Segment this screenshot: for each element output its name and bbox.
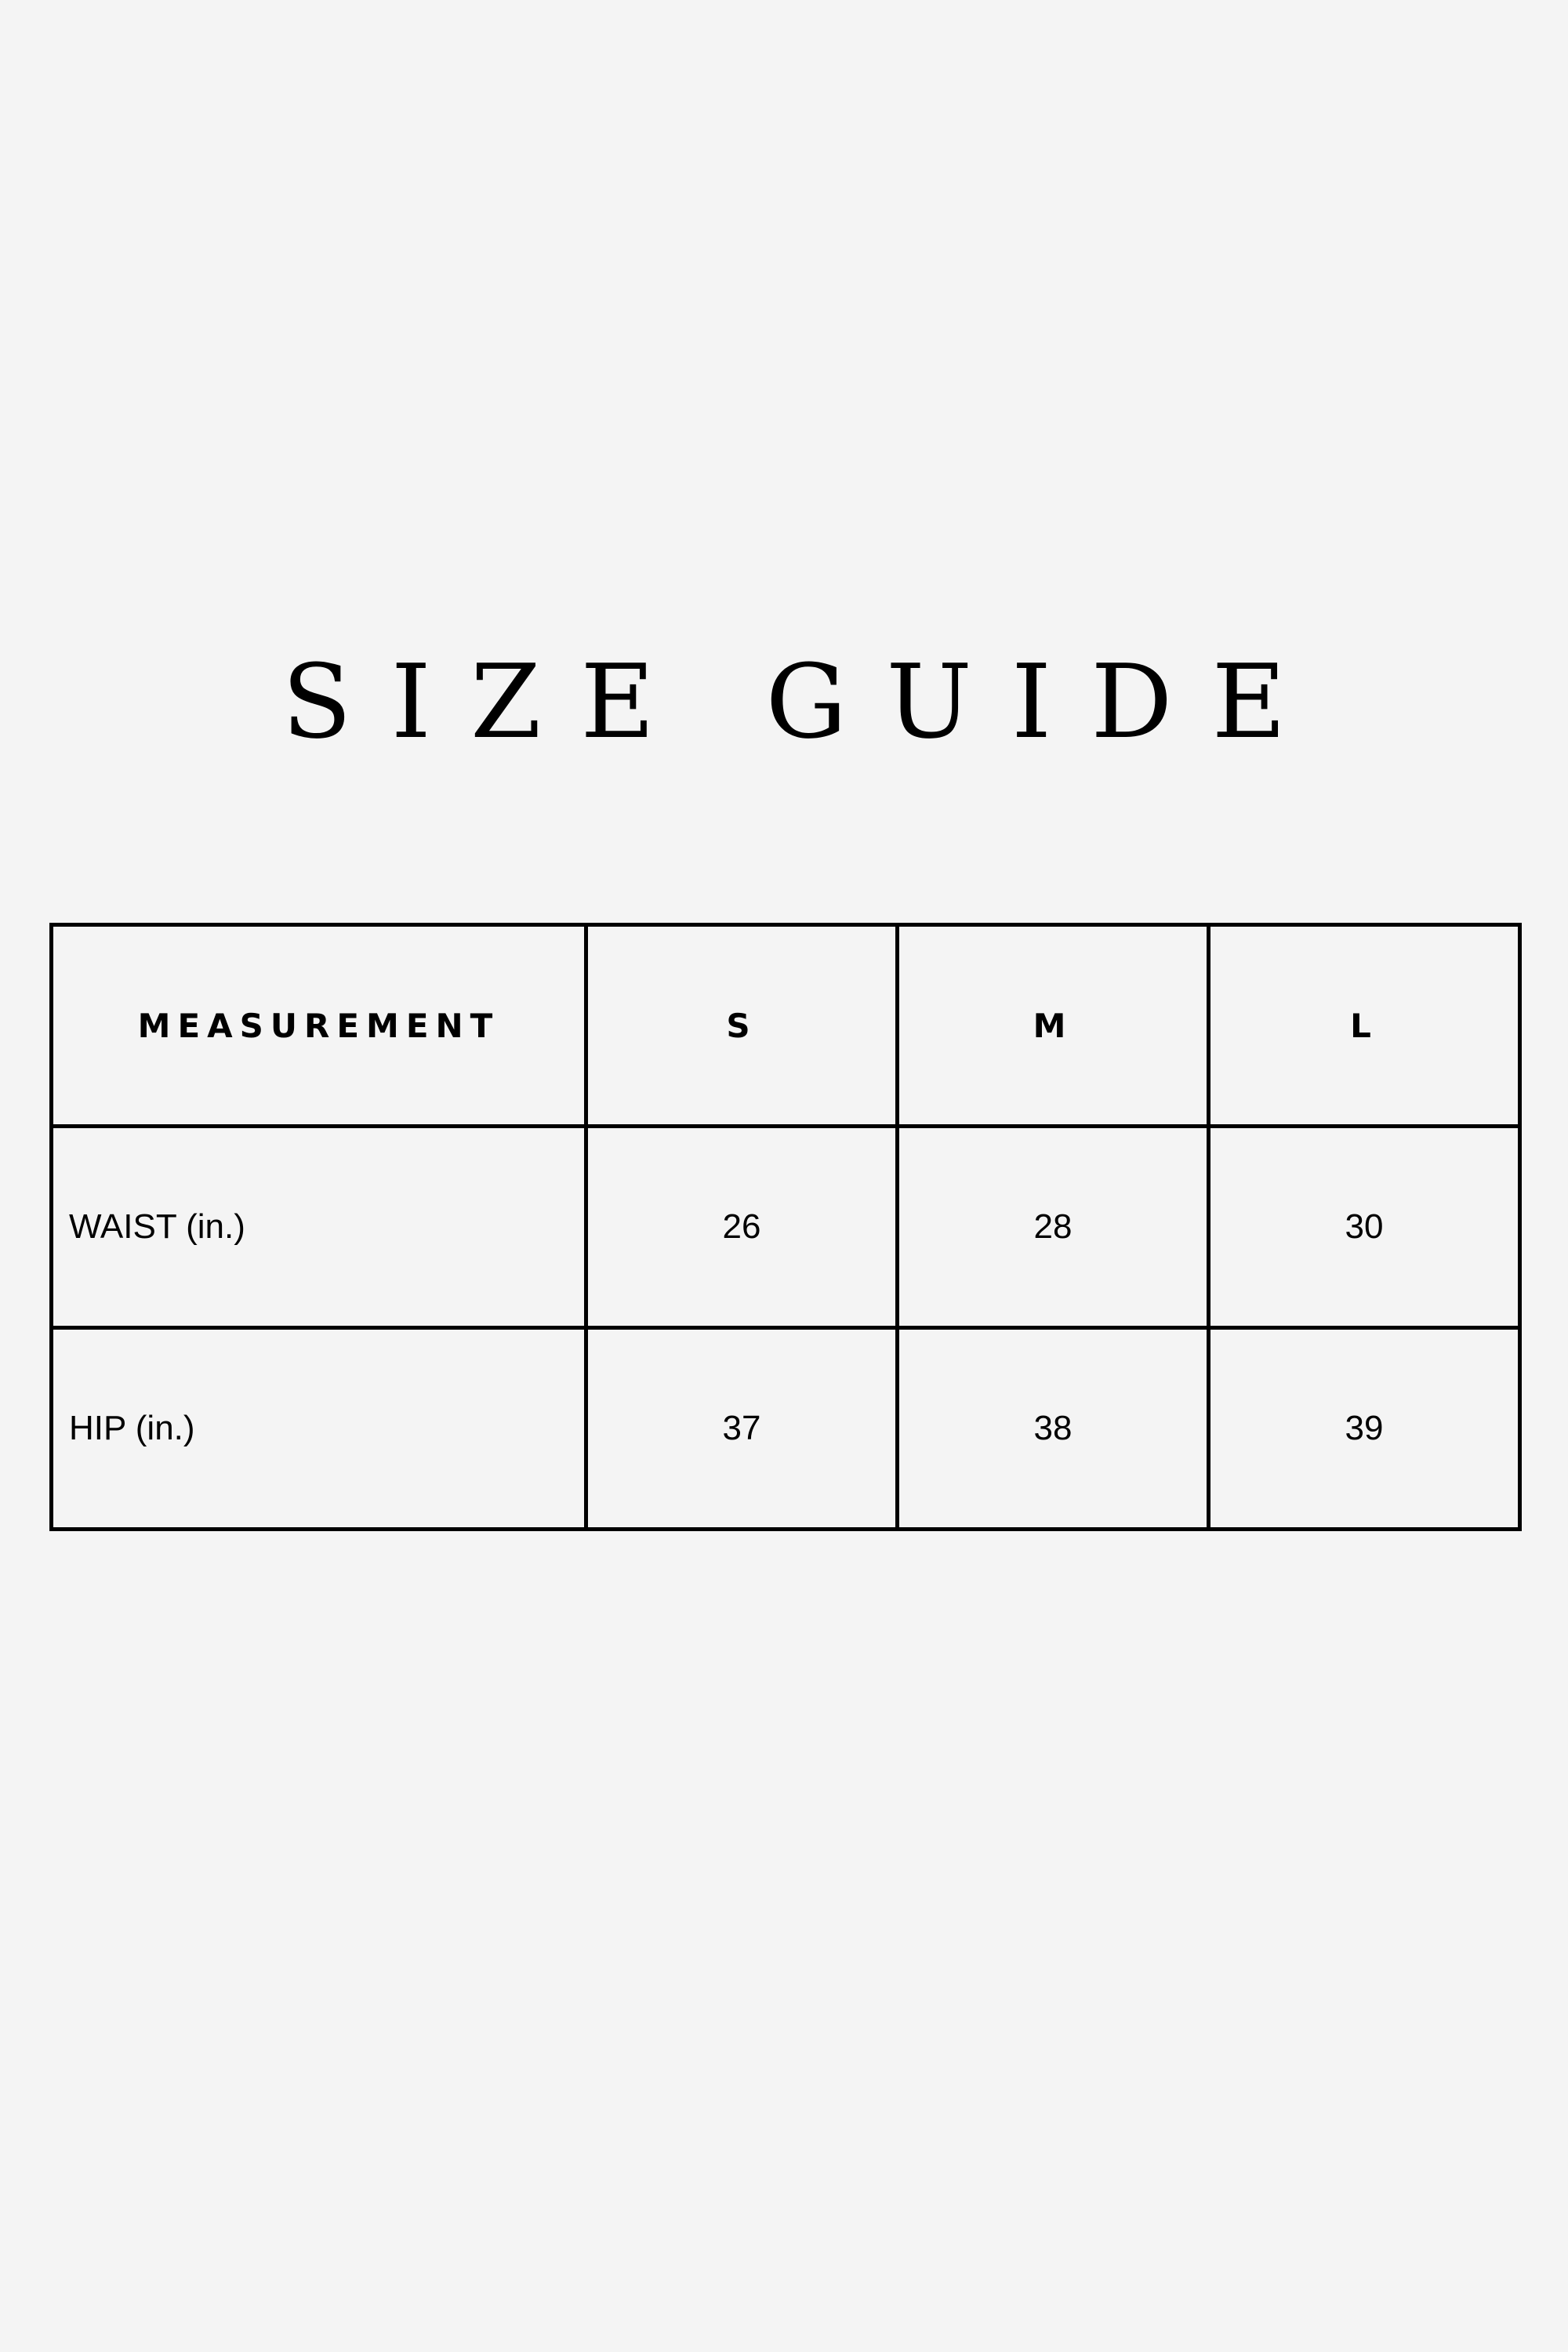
table-header-row: MEASUREMENT S M L: [49, 923, 1522, 1128]
table-cell: 28: [895, 1124, 1210, 1330]
page-title: SIZE GUIDE: [281, 642, 1326, 761]
table-cell: 30: [1207, 1124, 1522, 1330]
size-guide-table: MEASUREMENT S M L WAIST (in.) 26 28 30 H…: [49, 923, 1522, 1531]
table-row: HIP (in.) 37 38 39: [49, 1326, 1522, 1531]
header-size-l: L: [1207, 923, 1522, 1128]
header-measurement: MEASUREMENT: [49, 923, 588, 1128]
table-cell: 37: [584, 1326, 899, 1531]
table-cell: 39: [1207, 1326, 1522, 1531]
table-row: WAIST (in.) 26 28 30: [49, 1124, 1522, 1330]
header-size-m: M: [895, 923, 1210, 1128]
row-label-hip: HIP (in.): [49, 1326, 588, 1531]
header-size-s: S: [584, 923, 899, 1128]
row-label-waist: WAIST (in.): [49, 1124, 588, 1330]
table-cell: 26: [584, 1124, 899, 1330]
table-cell: 38: [895, 1326, 1210, 1531]
